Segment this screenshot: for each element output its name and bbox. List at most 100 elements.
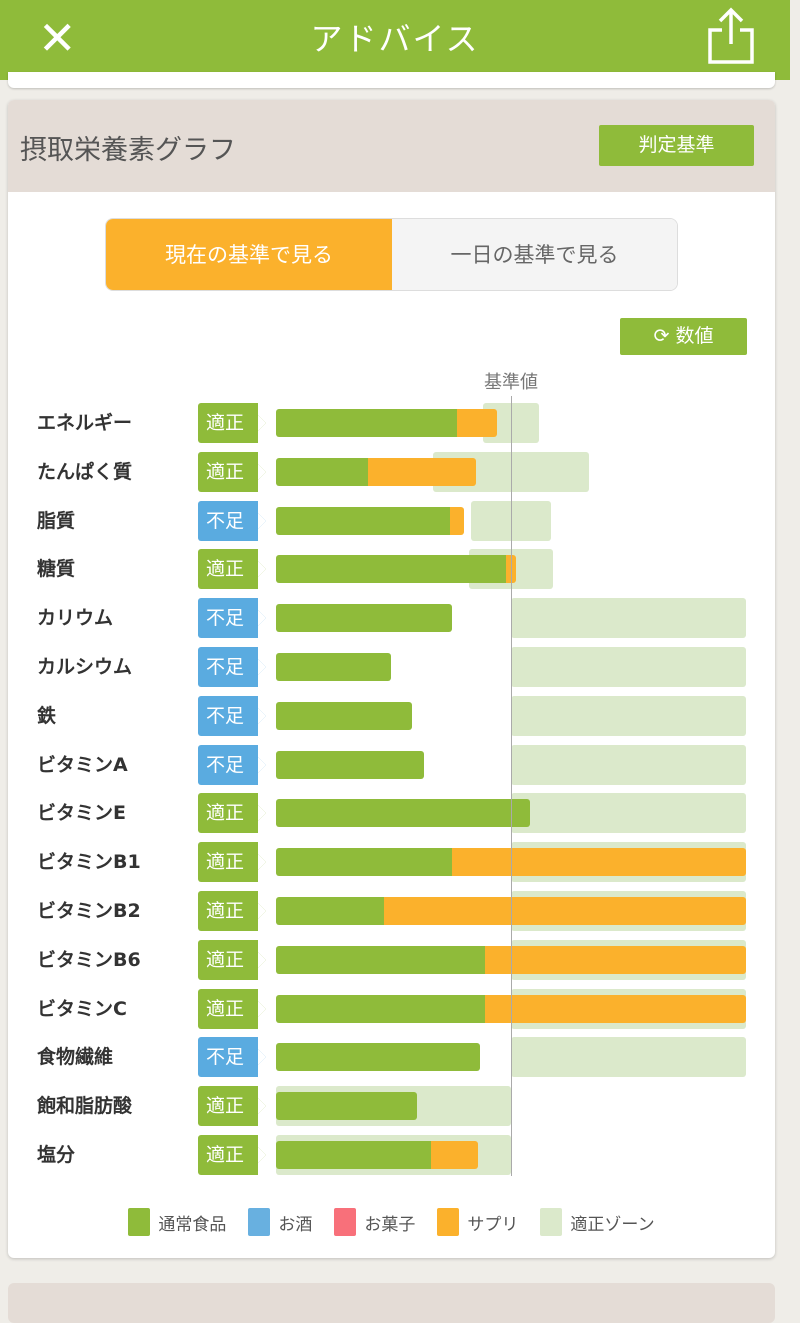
supplement-bar: [481, 994, 746, 1023]
legend-item: お菓子: [334, 1208, 415, 1236]
normal-food-bar: [276, 897, 385, 925]
normal-food-bar: [276, 653, 392, 681]
badge-arrow: [258, 707, 266, 724]
badge-arrow: [258, 951, 266, 968]
optimal-zone: [511, 1037, 746, 1078]
nutrient-label: 塩分: [37, 1144, 76, 1166]
legend-label: お菓子: [364, 1214, 416, 1235]
nutrient-label: ビタミンB2: [37, 900, 141, 922]
nutrient-label: カリウム: [37, 607, 114, 630]
chart-legend: 通常食品 お酒 お菓子 サプリ 適正ゾーン: [8, 1208, 775, 1236]
badge-arrow: [258, 659, 266, 675]
status-badge: 不足: [198, 500, 266, 541]
nutrient-label: ビタミンE: [37, 802, 126, 825]
nutrient-graph-card: 摂取栄養素グラフ 判定基準 現在の基準で見る 一日の基準で見る ⟳ 数値 基準値…: [8, 100, 775, 1258]
normal-food-bar: [276, 799, 530, 828]
status-badge: 適正: [198, 1086, 266, 1127]
badge-arrow: [258, 854, 266, 871]
status-badge: 適正: [198, 403, 266, 443]
badge-arrow: [258, 610, 266, 627]
optimal-zone: [511, 695, 746, 736]
share-icon[interactable]: [706, 6, 756, 66]
status-badge: 適正: [198, 451, 266, 492]
legend-swatch: [334, 1208, 357, 1236]
badge-arrow: [258, 415, 266, 431]
normal-food-bar: [276, 409, 457, 437]
badge-arrow: [258, 903, 266, 919]
optimal-zone: [511, 598, 746, 639]
nutrient-label: 食物繊維: [37, 1046, 114, 1069]
normal-food-bar: [276, 848, 453, 877]
badge-arrow: [258, 805, 266, 822]
status-badge: 不足: [198, 598, 266, 639]
legend-item: お酒: [248, 1208, 312, 1236]
nutrient-label: たんぱく質: [37, 460, 133, 483]
criteria-button[interactable]: 判定基準: [599, 125, 754, 166]
badge-arrow: [258, 1147, 266, 1163]
nutrient-label: ビタミンA: [37, 753, 128, 776]
status-badge: 適正: [198, 988, 266, 1029]
normal-food-bar: [276, 1043, 481, 1072]
status-badge: 不足: [198, 744, 266, 785]
card-header: 摂取栄養素グラフ 判定基準: [8, 100, 775, 192]
nutrient-label: 脂質: [37, 509, 76, 532]
normal-food-bar: [276, 701, 413, 730]
tab-current-standard[interactable]: 現在の基準で見る: [106, 219, 392, 290]
nutrient-label: ビタミンB6: [37, 948, 141, 971]
tab-daily-standard[interactable]: 一日の基準で見る: [392, 219, 677, 290]
supplement-bar: [427, 1141, 479, 1169]
page-title: アドバイス: [310, 20, 480, 58]
supplement-bar: [452, 409, 497, 437]
supplement-bar: [481, 945, 746, 974]
normal-food-bar: [276, 1141, 432, 1169]
optimal-zone: [511, 744, 746, 785]
nutrient-label: エネルギー: [37, 412, 133, 434]
app-header: ✕ アドバイス: [0, 0, 790, 80]
legend-label: サプリ: [467, 1214, 519, 1235]
legend-swatch: [437, 1208, 460, 1236]
supplement-bar: [445, 506, 464, 535]
badge-arrow: [258, 512, 266, 529]
nutrient-label: 糖質: [37, 558, 76, 581]
supplement-bar: [448, 848, 746, 877]
status-badge: 適正: [198, 1135, 266, 1175]
nutrient-label: カルシウム: [37, 656, 133, 678]
nutrient-label: ビタミンC: [37, 997, 127, 1020]
nutrient-label: 飽和脂肪酸: [37, 1095, 133, 1118]
reference-line: [511, 396, 512, 1176]
badge-arrow: [258, 1049, 266, 1066]
status-badge: 適正: [198, 939, 266, 980]
legend-swatch: [540, 1208, 563, 1236]
legend-item: サプリ: [437, 1208, 518, 1236]
optimal-zone: [511, 647, 746, 687]
normal-food-bar: [276, 457, 368, 486]
legend-item: 適正ゾーン: [540, 1208, 655, 1236]
badge-arrow: [258, 1000, 266, 1017]
legend-swatch: [248, 1208, 271, 1236]
section-title: 摂取栄養素グラフ: [20, 135, 236, 166]
status-badge: 適正: [198, 891, 266, 931]
badge-arrow: [258, 463, 266, 480]
optimal-zone: [471, 500, 551, 541]
badge-arrow: [258, 756, 266, 773]
legend-item: 通常食品: [128, 1208, 226, 1236]
value-button-label: 数値: [675, 325, 714, 347]
status-badge: 適正: [198, 793, 266, 834]
legend-label: 通常食品: [158, 1214, 227, 1235]
normal-food-bar: [276, 945, 486, 974]
close-icon[interactable]: ✕: [38, 11, 77, 65]
normal-food-bar: [276, 750, 425, 779]
badge-arrow: [258, 561, 266, 578]
view-toggle: 現在の基準で見る 一日の基準で見る: [105, 218, 678, 291]
nutrient-label: 鉄: [37, 704, 57, 727]
legend-swatch: [128, 1208, 151, 1236]
status-badge: 適正: [198, 842, 266, 883]
optimal-zone: [511, 793, 746, 834]
value-toggle-button[interactable]: ⟳ 数値: [620, 318, 747, 355]
normal-food-bar: [276, 604, 453, 633]
reference-label: 基準値: [484, 372, 538, 393]
next-card: [8, 1283, 775, 1323]
status-badge: 不足: [198, 695, 266, 736]
status-badge: 適正: [198, 549, 266, 590]
normal-food-bar: [276, 1092, 417, 1121]
